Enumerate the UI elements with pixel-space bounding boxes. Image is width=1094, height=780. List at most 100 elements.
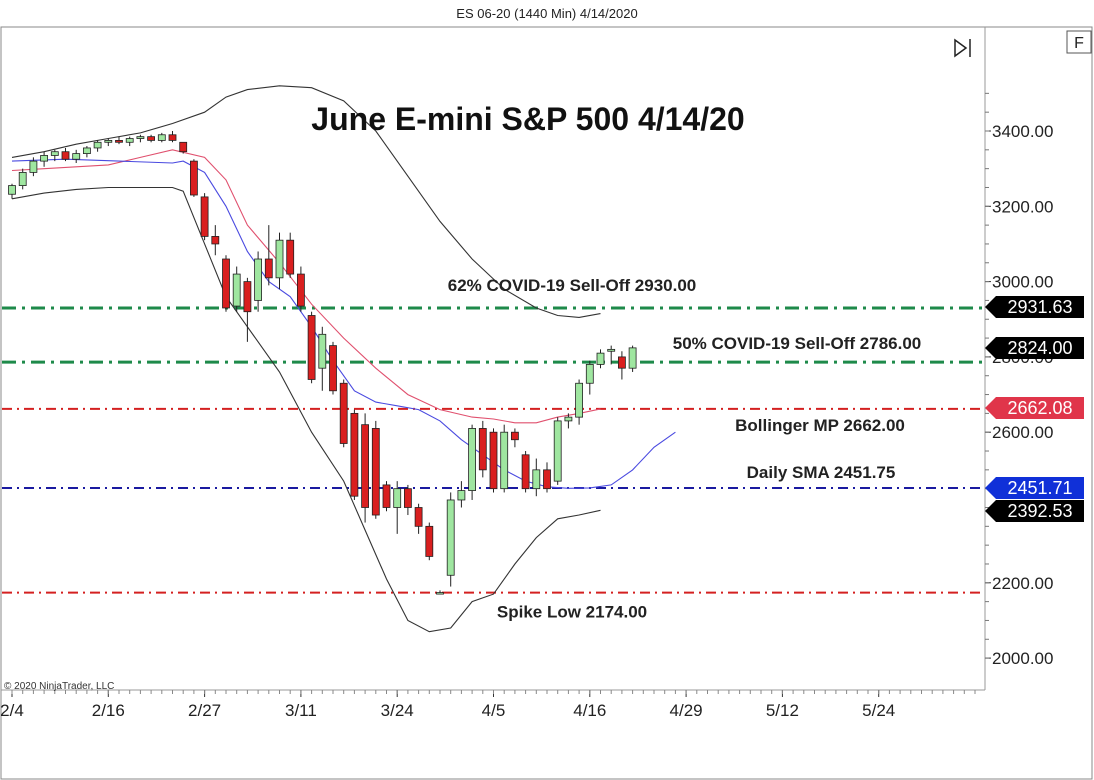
candle [446, 492, 455, 587]
candle-body [393, 488, 402, 508]
candle [104, 138, 113, 147]
candle-body [489, 431, 498, 490]
candle [543, 462, 551, 493]
price-tag-label: 2392.53 [1007, 501, 1072, 521]
price-tag-bg [985, 337, 1084, 359]
candle-body [93, 141, 102, 149]
price-tag: 2824.00 [985, 337, 1084, 359]
candle [61, 147, 70, 162]
candle [371, 420, 380, 519]
level-annotation: 50% COVID-19 Sell-Off 2786.00 [673, 334, 922, 353]
candle [93, 140, 102, 152]
candle-body [596, 352, 605, 365]
candle-body [72, 153, 81, 160]
candle-body [500, 431, 509, 490]
candle-body [243, 281, 252, 313]
candle [243, 277, 252, 342]
candle [510, 428, 519, 448]
play-end-icon [954, 38, 968, 58]
candle [339, 379, 348, 448]
level-annotation: Spike Low 2174.00 [497, 603, 647, 622]
price-tag-bg [985, 477, 1084, 499]
candle-body [575, 382, 583, 418]
candle [628, 345, 637, 372]
candle-body [232, 273, 241, 307]
candle [382, 481, 391, 512]
candle-body [543, 469, 551, 490]
candle-body [521, 454, 530, 490]
candle-body [618, 356, 626, 369]
candle-body [211, 236, 220, 245]
candle [607, 345, 616, 365]
price-tag-bg [985, 500, 1084, 522]
scroll-to-end-button[interactable] [954, 38, 971, 58]
level-annotation: Bollinger MP 2662.00 [735, 416, 905, 435]
copyright-notice: © 2020 NinjaTrader, LLC [4, 681, 114, 692]
candle-body [179, 141, 188, 153]
candle-body [403, 488, 412, 508]
f-button-label: F [1074, 35, 1084, 52]
candle-body [83, 147, 91, 154]
candle-body [553, 420, 562, 482]
candle [532, 458, 541, 497]
y-tick-label: 3000.00 [992, 273, 1053, 292]
candle [157, 132, 166, 143]
f-button-frame [1066, 30, 1092, 54]
candle [403, 484, 412, 516]
candle [8, 183, 16, 199]
candle [361, 413, 370, 523]
candle [211, 225, 220, 256]
candle-body [168, 134, 177, 141]
chart-title: June E-mini S&P 500 4/14/20 [311, 101, 744, 137]
candle [350, 409, 359, 500]
candle [500, 424, 509, 493]
y-tick-label: 3200.00 [992, 197, 1053, 216]
bollinger-upper [11, 85, 601, 318]
candle [478, 420, 487, 478]
candle-body [104, 140, 113, 143]
candle-body [457, 490, 466, 501]
candle [596, 349, 605, 369]
candle-body [307, 315, 316, 380]
chart-frame [0, 26, 1093, 780]
candle [50, 149, 59, 162]
candle-body [40, 155, 48, 162]
y-tick-label: 2200.00 [992, 574, 1053, 593]
price-tags: 2931.63 2824.00 2662.08 2451.71 2392.53 [985, 296, 1084, 522]
candle [585, 360, 594, 395]
f-button[interactable]: F [1066, 30, 1092, 54]
x-tick-label: 2/4 [0, 701, 24, 720]
candle-body [222, 258, 230, 309]
candle-body [446, 499, 455, 576]
bollinger-lower [11, 186, 601, 633]
level-lines [2, 306, 985, 594]
candle-body [532, 469, 541, 490]
candle-body [628, 347, 637, 369]
candle-body [425, 525, 434, 557]
candle-body [296, 273, 305, 307]
x-tick-label: 5/12 [766, 701, 799, 720]
candle-body [29, 160, 38, 173]
candle-body [339, 382, 348, 444]
candle [468, 424, 477, 500]
candle [125, 136, 134, 147]
candle [307, 311, 316, 384]
candle-body [436, 592, 444, 595]
candle-body [50, 151, 59, 156]
candle-body [361, 424, 370, 508]
header-strip [0, 0, 1094, 26]
candle [564, 413, 573, 429]
x-tick-label: 3/24 [381, 701, 414, 720]
price-tag: 2451.71 [985, 477, 1084, 499]
candle-body [200, 196, 209, 237]
candle-body [8, 185, 16, 195]
y-tick-label: 2000.00 [992, 649, 1053, 668]
candle [147, 134, 156, 143]
candle [393, 481, 402, 534]
candle [489, 428, 498, 493]
candle [318, 326, 327, 391]
candle [115, 136, 123, 145]
x-tick-label: 4/16 [573, 701, 606, 720]
candle [136, 134, 145, 143]
